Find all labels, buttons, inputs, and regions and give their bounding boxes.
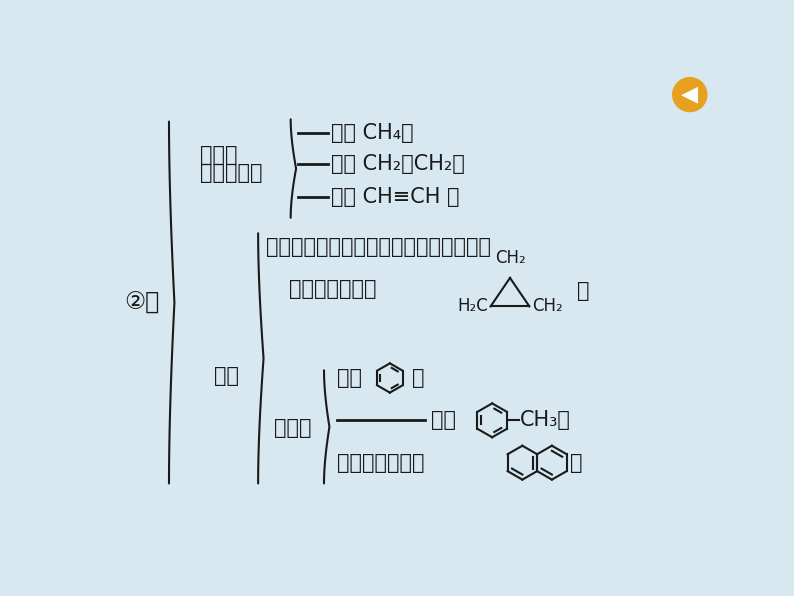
Text: （如: （如	[431, 410, 456, 430]
Text: （脂肪烃）: （脂肪烃）	[200, 163, 263, 183]
Text: 状结构的烃（如: 状结构的烃（如	[289, 280, 376, 299]
Text: （如 CH≡CH ）: （如 CH≡CH ）	[331, 187, 460, 207]
Text: ）: ）	[411, 368, 424, 388]
Text: CH₃）: CH₃）	[520, 410, 571, 430]
Text: 稠环芳香烃（如: 稠环芳香烃（如	[337, 453, 425, 473]
Text: 链状烃: 链状烃	[200, 145, 237, 164]
Text: （如 CH₂＝CH₂）: （如 CH₂＝CH₂）	[331, 154, 464, 174]
Text: 环烃: 环烃	[214, 366, 239, 386]
Text: ◀: ◀	[681, 85, 699, 105]
Text: CH₂: CH₂	[532, 297, 562, 315]
Text: 芳香烃: 芳香烃	[274, 418, 311, 438]
Text: 脂环烃：分子中不含苯环，而含有其他环: 脂环烃：分子中不含苯环，而含有其他环	[266, 237, 491, 257]
Circle shape	[673, 77, 707, 111]
Text: H₂C: H₂C	[457, 297, 488, 315]
Text: ）: ）	[577, 281, 590, 301]
Text: （如 CH₄）: （如 CH₄）	[331, 123, 414, 143]
Text: ）: ）	[569, 453, 582, 473]
Text: ②烃: ②烃	[124, 290, 160, 315]
Text: CH₂: CH₂	[495, 249, 526, 267]
Text: 苯（: 苯（	[337, 368, 362, 388]
